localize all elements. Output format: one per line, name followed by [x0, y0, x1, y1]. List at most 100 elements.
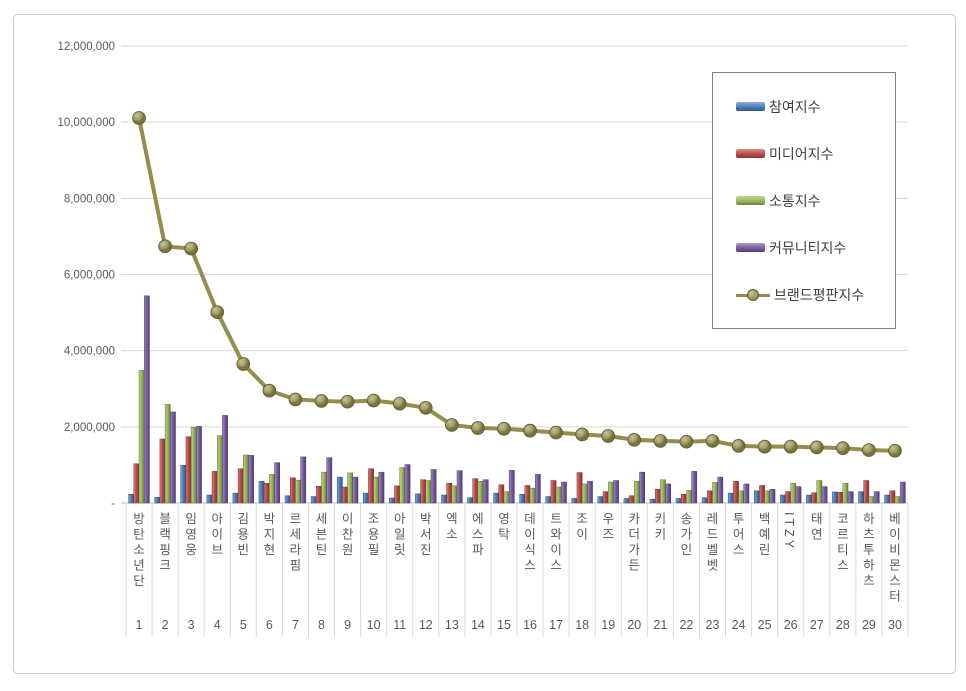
bar-소통지수-rank-23: [712, 482, 718, 504]
bar-소통지수-rank-6: [269, 474, 275, 504]
category-label-11: 아일릿: [391, 512, 406, 559]
bar-커뮤니티지수-rank-6: [274, 462, 281, 504]
marker-브랜드평판지수-rank-25: [757, 439, 772, 454]
rank-label-26: 26: [783, 618, 798, 632]
marker-브랜드평판지수-rank-2: [158, 239, 172, 254]
bar-미디어지수-rank-30: [889, 490, 896, 504]
legend-swatch-line: [736, 288, 770, 301]
marker-브랜드평판지수-rank-19: [601, 429, 616, 443]
category-label-26: ITZY: [782, 512, 797, 552]
bar-커뮤니티지수-rank-14: [482, 479, 489, 504]
bar-참여지수-rank-20: [623, 498, 630, 504]
bar-소통지수-rank-26: [790, 482, 797, 504]
category-label-6: 박지현: [260, 512, 275, 559]
rank-label-1: 1: [135, 618, 143, 632]
bar-참여지수-rank-24: [727, 492, 734, 504]
bar-소통지수-rank-29: [868, 496, 875, 504]
category-label-14: 에스파: [469, 512, 484, 559]
bar-미디어지수-rank-16: [524, 485, 531, 504]
bar-미디어지수-rank-20: [628, 495, 635, 504]
marker-브랜드평판지수-rank-28: [835, 441, 850, 456]
bar-참여지수-rank-23: [701, 497, 708, 504]
rank-label-14: 14: [470, 618, 485, 632]
marker-브랜드평판지수-rank-26: [783, 439, 798, 454]
bar-커뮤니티지수-rank-5: [248, 455, 254, 504]
bar-커뮤니티지수-rank-15: [508, 469, 515, 504]
bar-커뮤니티지수-rank-30: [899, 481, 906, 504]
bar-미디어지수-rank-8: [316, 485, 322, 504]
bar-커뮤니티지수-rank-28: [847, 491, 854, 504]
bar-소통지수-rank-9: [347, 472, 354, 504]
bar-미디어지수-rank-1: [133, 463, 140, 504]
bar-소통지수-rank-21: [660, 479, 666, 504]
rank-label-18: 18: [575, 618, 590, 632]
category-label-29: 하츠투하츠: [860, 512, 875, 590]
bar-참여지수-rank-27: [806, 494, 812, 504]
rank-label-16: 16: [523, 618, 537, 632]
bar-참여지수-rank-7: [284, 495, 291, 504]
bar-커뮤니티지수-rank-4: [222, 415, 228, 504]
legend-swatch-bar: [736, 196, 765, 205]
bar-미디어지수-rank-10: [368, 468, 374, 504]
bar-미디어지수-rank-14: [472, 478, 479, 504]
bar-미디어지수-rank-15: [498, 484, 505, 504]
rank-label-4: 4: [213, 618, 221, 632]
rank-label-6: 6: [265, 618, 273, 632]
category-label-16: 데이식스: [521, 512, 536, 574]
bar-참여지수-rank-28: [832, 491, 838, 504]
bar-미디어지수-rank-21: [654, 489, 661, 504]
bar-소통지수-rank-22: [686, 490, 692, 504]
category-label-23: 레드벨벳: [704, 512, 718, 574]
y-axis-tick-label: 12,000,000: [57, 41, 115, 53]
rank-label-9: 9: [344, 618, 352, 632]
category-label-15: 영탁: [495, 512, 510, 543]
bar-소통지수-rank-8: [321, 471, 327, 504]
category-label-25: 백예린: [756, 512, 771, 559]
legend-swatch-bar: [736, 102, 765, 111]
bar-커뮤니티지수-rank-2: [170, 411, 176, 504]
rank-label-28: 28: [835, 618, 850, 632]
legend-item-1: 참여지수: [736, 97, 895, 117]
bar-소통지수-rank-27: [816, 480, 823, 504]
category-label-10: 조용필: [365, 512, 380, 559]
marker-브랜드평판지수-rank-15: [497, 421, 511, 436]
rank-label-27: 27: [809, 618, 824, 632]
bar-미디어지수-rank-2: [159, 438, 166, 504]
category-label-9: 이찬원: [339, 512, 354, 559]
rank-label-24: 24: [731, 618, 746, 632]
rank-label-17: 17: [549, 618, 564, 632]
bar-참여지수-rank-25: [753, 490, 760, 504]
marker-브랜드평판지수-rank-6: [262, 383, 277, 398]
rank-label-13: 13: [444, 618, 459, 632]
bar-참여지수-rank-21: [649, 498, 656, 504]
bar-커뮤니티지수-rank-21: [665, 483, 672, 504]
bar-미디어지수-rank-6: [263, 482, 270, 504]
category-label-8: 세븐틴: [313, 512, 327, 559]
bar-미디어지수-rank-23: [707, 490, 713, 504]
bar-참여지수-rank-4: [206, 494, 213, 504]
bar-커뮤니티지수-rank-9: [352, 476, 359, 504]
rank-label-25: 25: [757, 618, 772, 632]
category-label-21: 키키: [651, 512, 666, 543]
bar-소통지수-rank-16: [529, 487, 536, 504]
bar-소통지수-rank-11: [399, 467, 406, 504]
bar-미디어지수-rank-13: [446, 482, 453, 504]
rank-label-19: 19: [601, 618, 616, 632]
marker-브랜드평판지수-rank-21: [653, 434, 668, 448]
bar-소통지수-rank-12: [425, 480, 432, 504]
bar-소통지수-rank-28: [842, 482, 849, 504]
bar-미디어지수-rank-5: [237, 468, 244, 504]
legend-item-4: 커뮤니티지수: [736, 238, 895, 258]
rank-label-12: 12: [418, 618, 433, 632]
bar-소통지수-rank-14: [477, 481, 484, 504]
legend-item-5: 브랜드평판지수: [736, 285, 895, 305]
marker-브랜드평판지수-rank-12: [418, 400, 433, 415]
bar-미디어지수-rank-25: [759, 485, 765, 504]
marker-브랜드평판지수-rank-23: [705, 434, 720, 448]
legend-swatch-bar: [736, 149, 765, 158]
bar-참여지수-rank-30: [884, 494, 891, 504]
bar-참여지수-rank-22: [675, 498, 682, 504]
marker-브랜드평판지수-rank-1: [132, 111, 146, 125]
legend-label: 브랜드평판지수: [774, 286, 865, 303]
bar-커뮤니티지수-rank-26: [795, 486, 802, 504]
